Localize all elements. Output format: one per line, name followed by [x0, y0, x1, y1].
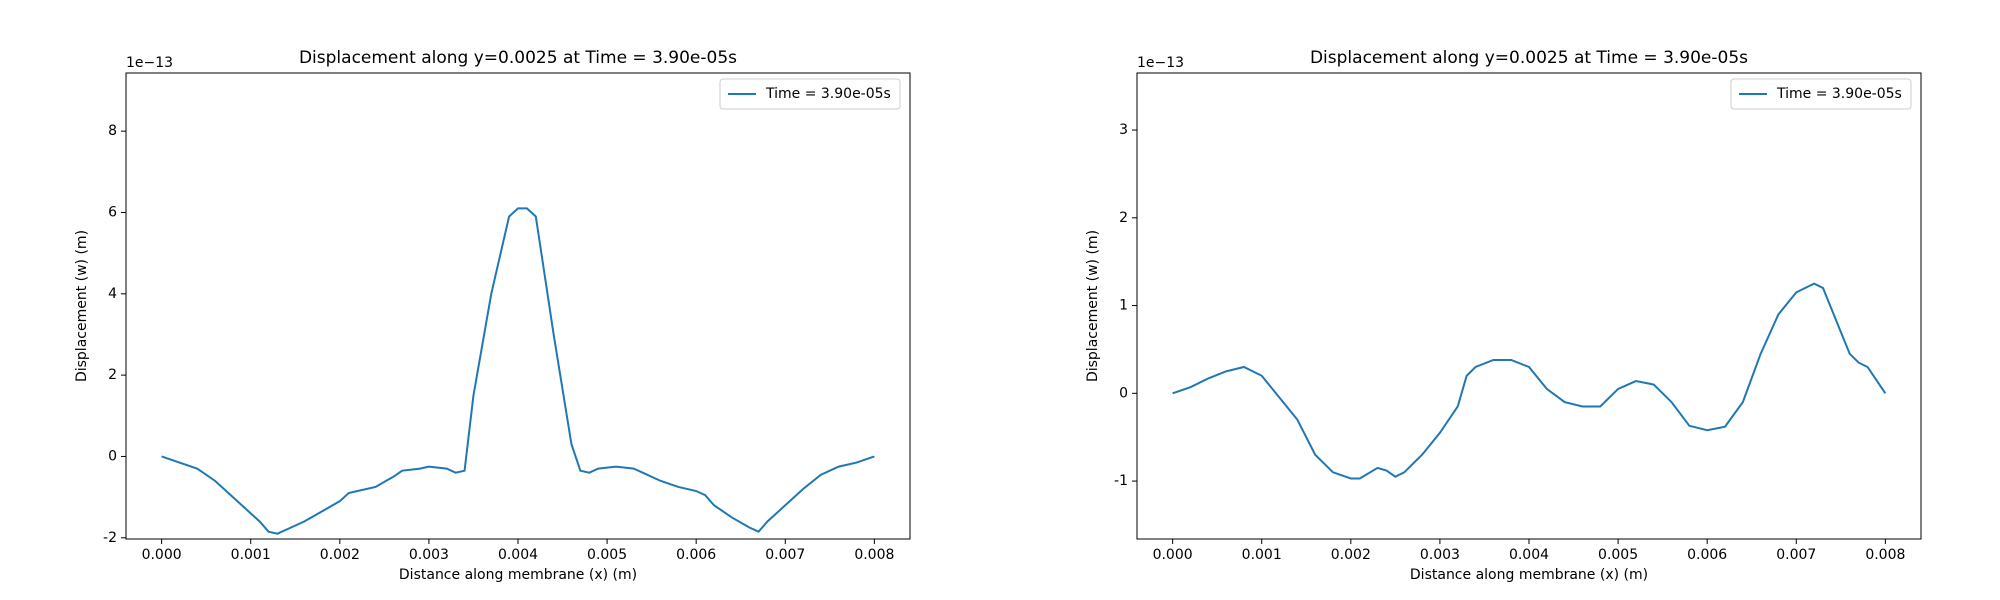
axes-frame [1136, 72, 1922, 540]
y-tick-label: -2 [103, 530, 117, 546]
x-tick-label: 0.006 [676, 547, 716, 563]
x-tick-label: 0.007 [1776, 547, 1816, 563]
x-tick-label: 0.007 [765, 547, 805, 563]
y-offset-label: 1e−13 [126, 55, 173, 71]
legend-label: Time = 3.90e-05s [1776, 86, 1902, 102]
x-tick-label: 0.000 [1153, 547, 1193, 563]
legend-label: Time = 3.90e-05s [765, 86, 891, 102]
chart-title: Displacement along y=0.0025 at Time = 3.… [1310, 48, 1748, 68]
x-tick-label: 0.005 [1598, 547, 1638, 563]
x-tick-label: 0.008 [854, 547, 894, 563]
x-tick-label: 0.002 [320, 547, 360, 563]
y-tick-label: 2 [108, 367, 117, 383]
y-tick-label: 1 [1119, 298, 1128, 314]
y-axis-label: Displacement (w) (m) [74, 230, 90, 382]
x-tick-label: 0.004 [1509, 547, 1549, 563]
axes-frame [125, 72, 911, 540]
x-tick-label: 0.001 [1242, 547, 1282, 563]
y-tick-label: 2 [1119, 210, 1128, 226]
x-tick-label: 0.002 [1331, 547, 1371, 563]
data-line [1172, 282, 1887, 480]
y-tick-label: 4 [108, 286, 117, 302]
data-line [161, 207, 875, 535]
x-tick-label: 0.006 [1687, 547, 1727, 563]
y-tick-label: 8 [108, 123, 117, 139]
y-tick-label: 0 [1119, 385, 1128, 401]
x-tick-label: 0.004 [498, 547, 538, 563]
plot-lines [1172, 282, 1887, 480]
y-tick-label: 0 [108, 448, 117, 464]
x-axis-label: Distance along membrane (x) (m) [399, 567, 637, 583]
x-tick-label: 0.001 [231, 547, 271, 563]
y-offset-label: 1e−13 [1137, 55, 1184, 71]
legend-box [1730, 78, 1912, 110]
legend-box [719, 78, 901, 110]
y-tick-label: 3 [1119, 122, 1128, 138]
x-tick-label: 0.000 [142, 547, 182, 563]
x-tick-label: 0.005 [587, 547, 627, 563]
legend: Time = 3.90e-05s [719, 78, 901, 110]
y-tick-label: 6 [108, 204, 117, 220]
x-axis-label: Distance along membrane (x) (m) [1410, 567, 1648, 583]
x-tick-label: 0.008 [1865, 547, 1905, 563]
plot-lines [161, 207, 875, 535]
y-axis-label: Displacement (w) (m) [1085, 230, 1101, 382]
legend: Time = 3.90e-05s [1730, 78, 1912, 110]
chart-panel: 0.000 0.001 0.002 0.003 0.004 0.005 0.006 0.007… [1085, 48, 1922, 583]
chart-panel: 0.000 0.001 0.002 0.003 0.004 0.005 0.006 0.007… [74, 48, 911, 583]
chart-title: Displacement along y=0.0025 at Time = 3.… [299, 48, 737, 68]
y-tick-label: -1 [1114, 473, 1128, 489]
x-tick-label: 0.003 [409, 547, 449, 563]
x-tick-label: 0.003 [1420, 547, 1460, 563]
